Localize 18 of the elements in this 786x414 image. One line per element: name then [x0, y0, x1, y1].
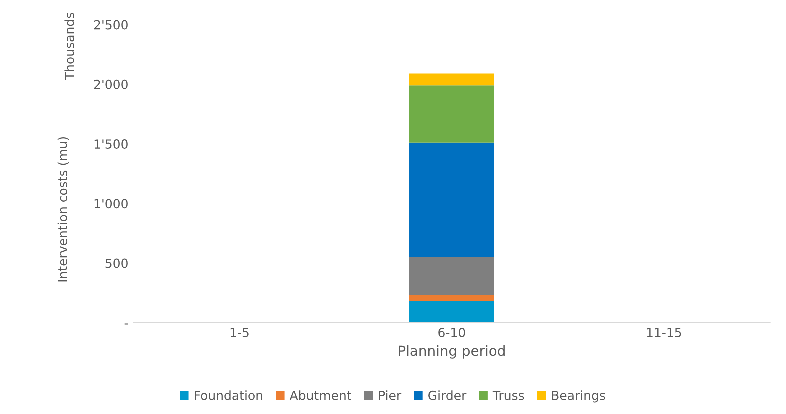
legend-label: Truss: [492, 391, 524, 400]
y-tick-label: 2'500: [94, 20, 128, 30]
x-tick-label: 1-5: [230, 328, 249, 338]
x-tick-label: 6-10: [438, 328, 466, 338]
legend-label: Bearings: [552, 390, 606, 403]
y-tick-label: 1'500: [94, 140, 128, 149]
text: Thousands: [64, 13, 74, 80]
legend-label: Girder: [428, 390, 467, 400]
legend-label: Abutment: [290, 390, 352, 400]
y-tick-label: -: [124, 324, 128, 325]
y-axis-title: Intervention costs (mu): [58, 137, 70, 282]
legend-label: Pier: [379, 390, 402, 400]
x-tick-label: 11-15: [647, 328, 682, 338]
x-axis-title: Planning period: [399, 345, 505, 359]
y-tick-label: 1'000: [94, 199, 128, 209]
y-tick-label: 500: [106, 258, 128, 268]
legend-label: Foundation: [195, 390, 262, 400]
y-tick-label: 2'000: [94, 80, 128, 90]
